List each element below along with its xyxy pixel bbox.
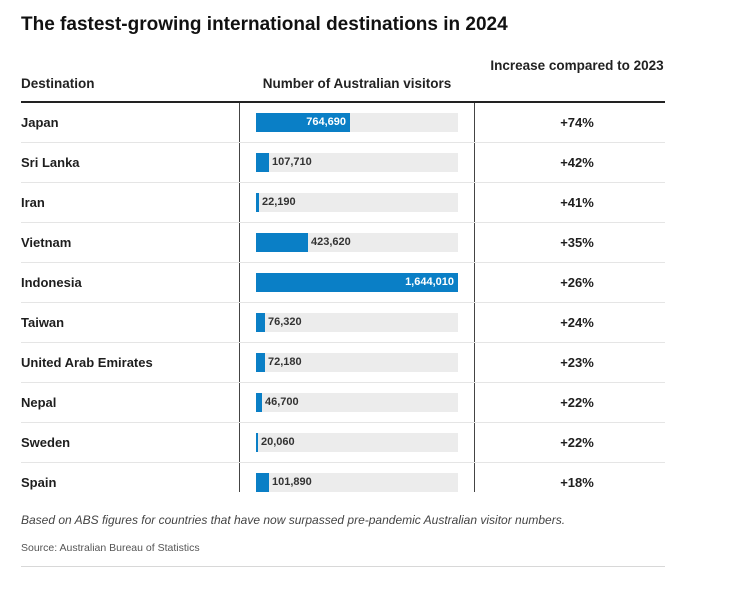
table-row: Indonesia 1,644,010 +26% — [21, 263, 665, 303]
destination-label: Sri Lanka — [21, 155, 80, 170]
bar-track: 764,690 — [256, 113, 458, 132]
destination-label: Iran — [21, 195, 45, 210]
visitor-value-label: 22,190 — [262, 196, 296, 208]
footnote: Based on ABS figures for countries that … — [21, 513, 566, 527]
visitor-bar — [256, 313, 265, 332]
table-row: Nepal 46,700 +22% — [21, 383, 665, 423]
bar-track: 1,644,010 — [256, 273, 458, 292]
visitor-bar — [256, 233, 308, 252]
increase-value: +22% — [560, 395, 594, 410]
increase-value: +42% — [560, 155, 594, 170]
column-header-destination: Destination — [21, 76, 95, 91]
table-row: Spain 101,890 +18% — [21, 463, 665, 502]
visitor-value-label: 20,060 — [261, 436, 295, 448]
visitor-bar — [256, 473, 269, 492]
destination-label: Sweden — [21, 435, 71, 450]
source-note: Source: Australian Bureau of Statistics — [21, 542, 200, 554]
visitor-value-label: 46,700 — [265, 396, 299, 408]
bar-track: 20,060 — [256, 433, 458, 452]
chart-title: The fastest-growing international destin… — [21, 14, 508, 35]
bar-track: 72,180 — [256, 353, 458, 372]
visitor-bar — [256, 273, 458, 292]
increase-value: +41% — [560, 195, 594, 210]
table-row: Taiwan 76,320 +24% — [21, 303, 665, 343]
destination-label: Taiwan — [21, 315, 65, 330]
table-body: Japan 764,690 +74% Sri Lanka 107,710 +42% Iran… — [21, 103, 665, 502]
visitor-bar — [256, 193, 259, 212]
bottom-rule — [21, 566, 665, 567]
bar-track: 101,890 — [256, 473, 458, 492]
visitor-value-label: 764,690 — [306, 116, 346, 128]
destination-label: Japan — [21, 115, 59, 130]
increase-value: +26% — [560, 275, 594, 290]
bar-track: 22,190 — [256, 193, 458, 212]
header-rule — [21, 101, 665, 103]
table-row: Iran 22,190 +41% — [21, 183, 665, 223]
increase-value: +74% — [560, 115, 594, 130]
table-row: Vietnam 423,620 +35% — [21, 223, 665, 263]
increase-value: +22% — [560, 435, 594, 450]
visitor-bar — [256, 393, 262, 412]
increase-value: +35% — [560, 235, 594, 250]
bar-track: 46,700 — [256, 393, 458, 412]
table-row: United Arab Emirates 72,180 +23% — [21, 343, 665, 383]
bar-track: 107,710 — [256, 153, 458, 172]
destination-label: Vietnam — [21, 235, 72, 250]
destination-label: Spain — [21, 475, 57, 490]
visitor-bar — [256, 153, 269, 172]
column-divider-left — [239, 103, 240, 492]
table-row: Japan 764,690 +74% — [21, 103, 665, 143]
increase-value: +18% — [560, 475, 594, 490]
visitor-bar — [256, 113, 350, 132]
visitor-value-label: 1,644,010 — [405, 276, 454, 288]
visitor-bar — [256, 433, 258, 452]
visitor-value-label: 101,890 — [272, 476, 312, 488]
column-divider-right — [474, 103, 475, 492]
destination-label: Indonesia — [21, 275, 82, 290]
increase-value: +24% — [560, 315, 594, 330]
visitor-value-label: 72,180 — [268, 356, 302, 368]
visitor-value-label: 423,620 — [311, 236, 351, 248]
table-row: Sweden 20,060 +22% — [21, 423, 665, 463]
destination-label: United Arab Emirates — [21, 355, 153, 370]
visitor-value-label: 107,710 — [272, 156, 312, 168]
column-header-increase: Increase compared to 2023 — [490, 58, 664, 73]
bar-track: 76,320 — [256, 313, 458, 332]
visitor-value-label: 76,320 — [268, 316, 302, 328]
increase-value: +23% — [560, 355, 594, 370]
bar-track: 423,620 — [256, 233, 458, 252]
destination-label: Nepal — [21, 395, 57, 410]
visitor-bar — [256, 353, 265, 372]
table-row: Sri Lanka 107,710 +42% — [21, 143, 665, 183]
column-header-visitors: Number of Australian visitors — [262, 76, 452, 91]
